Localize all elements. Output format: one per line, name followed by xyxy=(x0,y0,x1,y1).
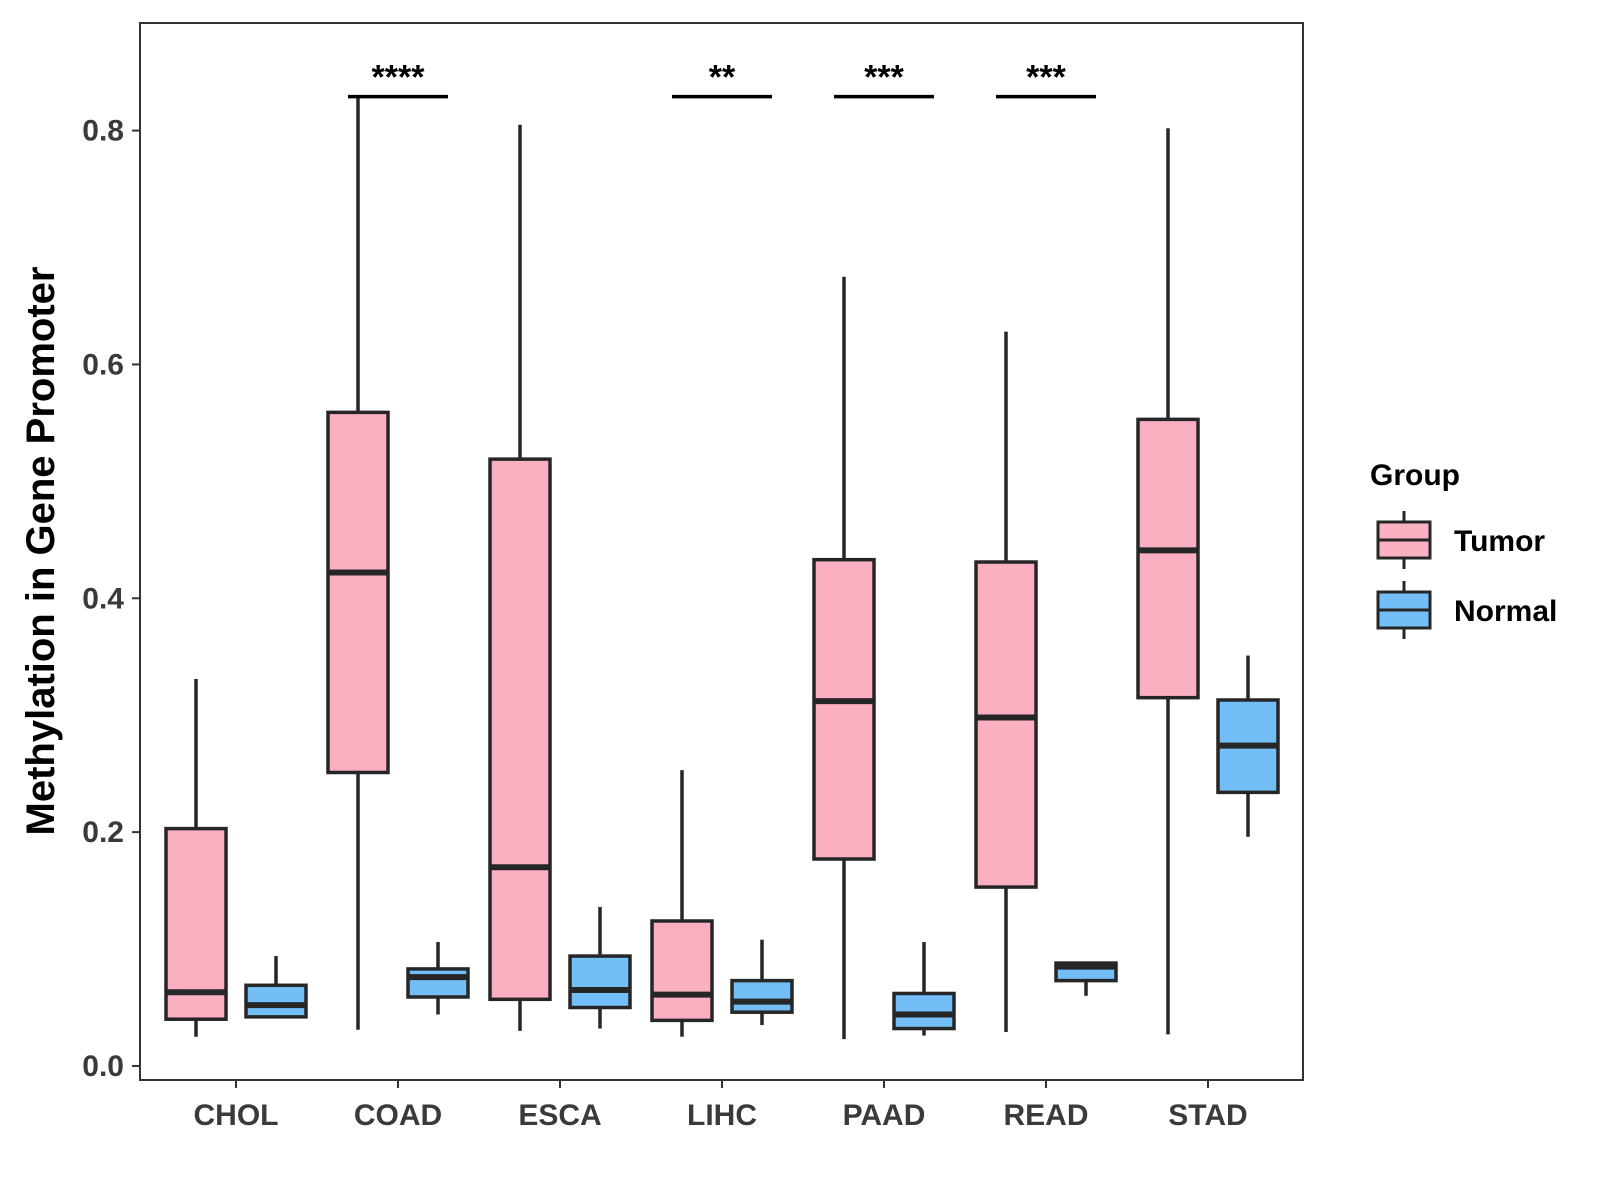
significance-label: *** xyxy=(864,59,904,97)
x-tick-label-stad: STAD xyxy=(1168,1099,1247,1132)
box-chol-normal xyxy=(244,956,308,1019)
box-body xyxy=(812,557,876,861)
y-tick-label: 0.0 xyxy=(82,1050,124,1083)
box-body xyxy=(1136,417,1200,700)
box-paad-normal xyxy=(892,942,956,1036)
significance-coad: **** xyxy=(348,59,448,99)
box-body xyxy=(488,457,552,1002)
box-body xyxy=(326,410,390,775)
legend-title: Group xyxy=(1370,459,1460,492)
legend-item-normal: Normal xyxy=(1376,581,1557,639)
box-paad-tumor xyxy=(812,276,876,1040)
significance-label: *** xyxy=(1026,59,1066,97)
y-tick-label: 0.6 xyxy=(82,348,124,381)
box-body xyxy=(974,560,1038,889)
box-chol-tumor xyxy=(164,678,228,1037)
box-body xyxy=(650,919,714,1023)
box-body xyxy=(164,826,228,1021)
y-axis-title: Methylation in Gene Promoter xyxy=(19,267,63,836)
x-tick-label-coad: COAD xyxy=(354,1099,442,1132)
x-tick-label-chol: CHOL xyxy=(194,1099,279,1132)
significance-label: **** xyxy=(372,59,426,97)
box-read-normal xyxy=(1054,961,1118,996)
y-tick-label: 0.2 xyxy=(82,816,124,849)
significance-label: ** xyxy=(709,59,736,97)
box-body xyxy=(730,978,794,1014)
legend-item-tumor: Tumor xyxy=(1376,511,1545,569)
significance-layer: **** ** *** *** xyxy=(348,59,1096,99)
significance-paad: *** xyxy=(834,59,934,99)
x-axis: CHOL COAD ESCA LIHC PAAD READ STAD xyxy=(194,1080,1248,1132)
legend-label-tumor: Tumor xyxy=(1454,525,1545,558)
box-esca-normal xyxy=(568,906,632,1029)
box-esca-tumor xyxy=(488,124,552,1031)
significance-lihc: ** xyxy=(672,59,772,99)
y-axis: 0.0 0.2 0.4 0.6 0.8 xyxy=(82,115,140,1083)
y-tick-label: 0.8 xyxy=(82,115,124,148)
box-body xyxy=(406,967,470,999)
box-lihc-tumor xyxy=(650,770,714,1037)
x-tick-label-paad: PAAD xyxy=(843,1099,926,1132)
legend: Group Tumor Normal xyxy=(1370,459,1557,639)
box-coad-normal xyxy=(406,942,470,1015)
box-stad-tumor xyxy=(1136,128,1200,1035)
x-tick-label-read: READ xyxy=(1003,1099,1088,1132)
box-layer xyxy=(164,96,1280,1040)
box-read-tumor xyxy=(974,331,1038,1033)
legend-label-normal: Normal xyxy=(1454,595,1557,628)
significance-read: *** xyxy=(996,59,1096,99)
x-tick-label-lihc: LIHC xyxy=(687,1099,757,1132)
y-tick-label: 0.4 xyxy=(82,582,124,615)
box-lihc-normal xyxy=(730,939,794,1026)
box-body xyxy=(244,983,308,1019)
box-body xyxy=(892,991,956,1031)
box-stad-normal xyxy=(1216,655,1280,837)
box-body xyxy=(568,954,632,1010)
box-coad-tumor xyxy=(326,96,390,1030)
x-tick-label-esca: ESCA xyxy=(518,1099,601,1132)
